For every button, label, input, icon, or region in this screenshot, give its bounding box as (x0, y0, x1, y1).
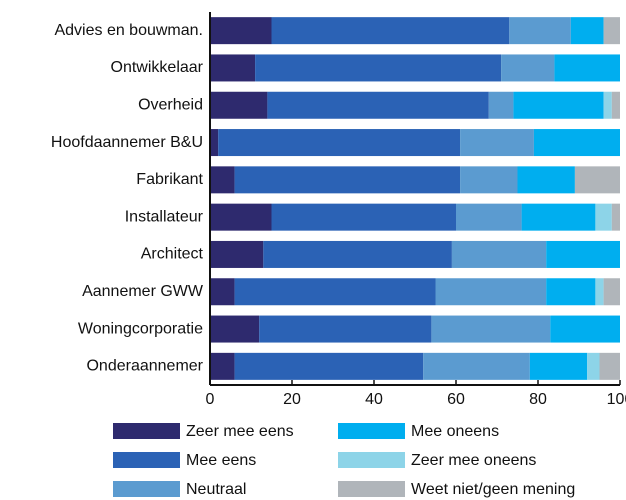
bar-segment (611, 91, 620, 119)
bar-segment (595, 278, 604, 306)
bar-segment (509, 17, 571, 45)
legend-label: Zeer mee oneens (411, 452, 536, 469)
y-tick-label: Installateur (125, 208, 204, 225)
legend-label: Mee eens (186, 452, 256, 469)
bar-segment (210, 352, 235, 380)
legend-swatch (113, 423, 180, 439)
bar-segment (529, 352, 588, 380)
bar-segment (210, 17, 272, 45)
y-tick-label: Hoofdaannemer B&U (51, 134, 203, 151)
x-tick-label: 80 (529, 391, 547, 408)
bar-segment (451, 240, 547, 268)
bar-segment (271, 203, 456, 231)
legend-swatch (338, 423, 405, 439)
y-tick-label: Architect (141, 246, 204, 263)
bar-segment (603, 91, 612, 119)
bar-segment (587, 352, 600, 380)
bar-segment (460, 129, 534, 157)
bar-segment (210, 91, 268, 119)
bar-segment (210, 54, 256, 82)
bar-segment (521, 203, 596, 231)
legend-label: Weet niet/geen mening (411, 481, 575, 498)
bar-segment (271, 17, 510, 45)
bar-segment (431, 315, 551, 343)
bar-segment (267, 91, 489, 119)
x-tick-label: 60 (447, 391, 465, 408)
bar-segment (218, 129, 461, 157)
bar-segment (423, 352, 530, 380)
bar-segment (263, 240, 452, 268)
y-tick-label: Overheid (138, 96, 203, 113)
bar-segment (234, 352, 424, 380)
x-tick-label: 0 (206, 391, 215, 408)
bar-segment (488, 91, 514, 119)
y-tick-label: Ontwikkelaar (111, 59, 204, 76)
bar-segment (210, 278, 235, 306)
bar-segment (546, 278, 596, 306)
y-tick-label: Aannemer GWW (82, 283, 204, 300)
bar-segment (550, 315, 620, 343)
bar-segment (234, 278, 436, 306)
y-tick-label: Advies en bouwman. (54, 22, 203, 39)
x-tick-label: 20 (283, 391, 301, 408)
bar-segment (603, 17, 620, 45)
bar-segment (259, 315, 432, 343)
bar-segment (595, 203, 612, 231)
legend-label: Neutraal (186, 481, 246, 498)
bar-segment (546, 240, 620, 268)
bar-segment (210, 166, 235, 194)
bar-segment (501, 54, 555, 82)
bar-segment (554, 54, 620, 82)
legend-swatch (338, 481, 405, 497)
legend-label: Zeer mee eens (186, 423, 294, 440)
bar-segment (517, 166, 575, 194)
bar-segment (599, 352, 620, 380)
bar-segment (611, 203, 620, 231)
bar-segment (456, 203, 522, 231)
bar-segment (210, 203, 272, 231)
bar-segment (255, 54, 502, 82)
bar-segment (570, 17, 604, 45)
legend-label: Mee oneens (411, 423, 499, 440)
y-tick-label: Onderaannemer (86, 358, 203, 375)
legend-swatch (113, 481, 180, 497)
bar-segment (513, 91, 604, 119)
bar-segment (435, 278, 547, 306)
bar-segment (533, 129, 620, 157)
legend-swatch (338, 452, 405, 468)
bar-segment (234, 166, 461, 194)
x-tick-label: 100 (607, 391, 626, 408)
bar-segment (460, 166, 518, 194)
y-tick-label: Fabrikant (136, 171, 203, 188)
bar-segment (210, 315, 260, 343)
legend-swatch (113, 452, 180, 468)
y-tick-label: Woningcorporatie (78, 320, 203, 337)
x-tick-label: 40 (365, 391, 383, 408)
bar-segment (210, 129, 219, 157)
bar-segment (603, 278, 620, 306)
bar-segment (574, 166, 620, 194)
bar-segment (210, 240, 264, 268)
